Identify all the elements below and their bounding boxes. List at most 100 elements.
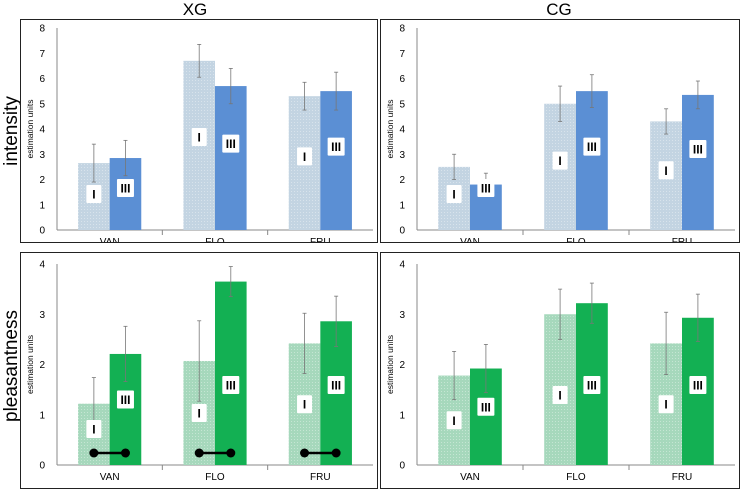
significance-dot xyxy=(120,448,130,458)
marker-box-flo-iii xyxy=(583,137,601,156)
column-title-cg: CG xyxy=(546,0,572,19)
marker-box-fru-iii xyxy=(689,139,707,158)
marker-box-van-iii xyxy=(116,390,134,409)
y-tick-label-1: 1 xyxy=(399,200,405,211)
x-tick-label-fru: FRU xyxy=(672,237,693,242)
y-tick-label-5: 5 xyxy=(39,99,45,110)
marker-box-van-i xyxy=(86,185,102,203)
bar-fru-iii xyxy=(320,91,352,230)
marker-label-van-iii: III xyxy=(120,393,130,407)
y-tick-label-6: 6 xyxy=(399,74,405,85)
y-axis-label: estimation units xyxy=(385,335,395,394)
bar-flo-iii xyxy=(576,91,608,230)
panel-xg-pleasantness: 0 1 2 3 4 estimation units VAN I III FLO I III FRU I I… xyxy=(20,252,378,489)
marker-label-van-i: I xyxy=(92,423,95,437)
x-tick-label-fru: FRU xyxy=(310,472,331,483)
marker-label-van-iii: III xyxy=(481,400,491,414)
significance-dot xyxy=(226,448,236,458)
marker-box-fru-i xyxy=(297,395,313,414)
y-tick-label-3: 3 xyxy=(399,310,405,321)
marker-label-fru-i: I xyxy=(303,150,306,164)
y-tick-label-6: 6 xyxy=(39,74,45,85)
marker-box-van-i xyxy=(446,411,462,430)
marker-label-van-i: I xyxy=(452,414,455,428)
marker-label-flo-i: I xyxy=(198,406,201,420)
marker-label-flo-i: I xyxy=(558,389,561,403)
marker-label-flo-iii: III xyxy=(226,137,236,151)
marker-label-fru-iii: III xyxy=(693,379,703,393)
y-tick-label-4: 4 xyxy=(399,260,405,271)
y-tick-label-1: 1 xyxy=(39,200,45,211)
marker-box-flo-i xyxy=(191,127,207,146)
x-tick-label-van: VAN xyxy=(460,237,480,242)
marker-label-flo-i: I xyxy=(558,154,561,168)
marker-box-fru-iii xyxy=(327,137,345,156)
y-tick-label-0: 0 xyxy=(399,226,405,237)
bar-fru-iii xyxy=(682,94,714,230)
marker-box-flo-iii xyxy=(583,376,601,394)
bar-flo-iii xyxy=(215,281,247,465)
marker-box-van-i xyxy=(446,185,462,203)
y-axis-label: estimation units xyxy=(25,335,35,394)
panel-cg-pleasantness: 0 1 2 3 4 estimation units VAN I III FLO I III FRU I I… xyxy=(380,252,740,489)
y-tick-label-0: 0 xyxy=(39,226,45,237)
y-tick-label-4: 4 xyxy=(39,125,45,136)
x-tick-label-flo: FLO xyxy=(566,472,586,483)
x-tick-label-van: VAN xyxy=(100,472,120,483)
x-tick-label-flo: FLO xyxy=(205,237,225,242)
marker-label-fru-i: I xyxy=(303,398,306,412)
significance-dot xyxy=(194,448,204,458)
y-axis-label: estimation units xyxy=(25,99,35,158)
significance-dot xyxy=(89,448,99,458)
marker-box-flo-i xyxy=(552,151,568,170)
bar-flo-iii xyxy=(215,86,247,230)
marker-label-fru-iii: III xyxy=(331,379,341,393)
marker-box-flo-iii xyxy=(222,134,240,153)
y-tick-label-0: 0 xyxy=(399,461,405,472)
y-tick-label-7: 7 xyxy=(39,49,45,60)
y-tick-label-8: 8 xyxy=(399,24,405,35)
x-tick-label-van: VAN xyxy=(460,472,480,483)
x-tick-label-fru: FRU xyxy=(310,237,331,242)
y-tick-label-3: 3 xyxy=(39,150,45,161)
y-tick-label-2: 2 xyxy=(39,175,45,186)
marker-box-fru-iii xyxy=(689,376,707,394)
marker-box-fru-i xyxy=(658,161,674,180)
marker-box-flo-iii xyxy=(222,376,240,394)
y-tick-label-8: 8 xyxy=(39,24,45,35)
x-tick-label-van: VAN xyxy=(100,237,120,242)
marker-label-flo-iii: III xyxy=(226,379,236,393)
marker-label-fru-i: I xyxy=(664,164,667,178)
marker-box-fru-i xyxy=(297,147,313,166)
y-tick-label-2: 2 xyxy=(399,360,405,371)
marker-label-flo-iii: III xyxy=(587,140,597,154)
x-tick-label-flo: FLO xyxy=(205,472,225,483)
y-tick-label-3: 3 xyxy=(399,150,405,161)
y-tick-label-4: 4 xyxy=(39,260,45,271)
y-tick-label-0: 0 xyxy=(39,461,45,472)
marker-box-flo-i xyxy=(191,403,207,422)
y-tick-label-3: 3 xyxy=(39,310,45,321)
marker-label-van-iii: III xyxy=(481,182,491,196)
y-tick-label-5: 5 xyxy=(399,99,405,110)
significance-dot xyxy=(300,448,310,458)
marker-label-flo-i: I xyxy=(198,130,201,144)
column-title-xg: XG xyxy=(182,0,208,19)
x-tick-label-flo: FLO xyxy=(566,237,586,242)
y-tick-label-2: 2 xyxy=(399,175,405,186)
marker-box-van-iii xyxy=(477,397,495,416)
marker-label-flo-iii: III xyxy=(587,379,597,393)
marker-label-van-i: I xyxy=(92,188,95,202)
marker-box-van-iii xyxy=(116,179,134,197)
marker-box-flo-i xyxy=(552,386,568,404)
marker-box-van-i xyxy=(86,420,102,438)
x-tick-label-fru: FRU xyxy=(672,472,693,483)
y-tick-label-4: 4 xyxy=(399,125,405,136)
marker-label-fru-iii: III xyxy=(331,140,341,154)
significance-dot xyxy=(331,448,341,458)
y-tick-label-2: 2 xyxy=(39,360,45,371)
marker-box-fru-iii xyxy=(327,376,345,394)
